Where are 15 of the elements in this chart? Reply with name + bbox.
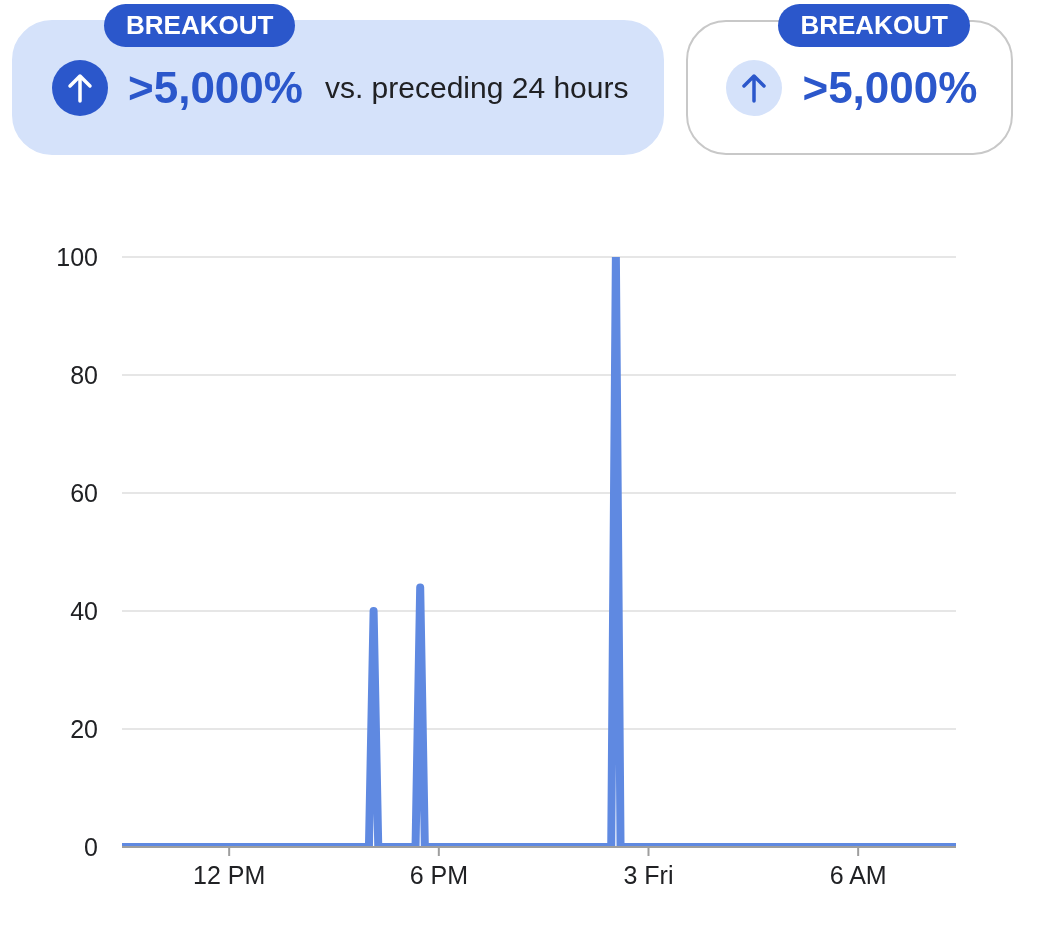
- y-tick-label: 60: [70, 478, 98, 507]
- text: BREAKOUT: [104, 4, 296, 47]
- y-tick-label: 0: [84, 832, 98, 861]
- x-tick-label: 6 PM: [409, 860, 469, 889]
- y-tick-label: 20: [70, 714, 98, 743]
- y-tick-label: 100: [56, 242, 98, 271]
- x-tick-label: 6 AM: [829, 860, 887, 889]
- x-tick-label: 3 Fri: [623, 860, 674, 889]
- text: vs. preceding 24 hours: [324, 70, 629, 105]
- x-tick-label: 12 PM: [193, 860, 266, 889]
- text: >5,000%: [128, 62, 303, 113]
- y-tick-label: 40: [70, 596, 98, 625]
- text: >5,000%: [802, 62, 978, 113]
- text: BREAKOUT: [778, 4, 970, 47]
- y-tick-label: 80: [70, 360, 98, 389]
